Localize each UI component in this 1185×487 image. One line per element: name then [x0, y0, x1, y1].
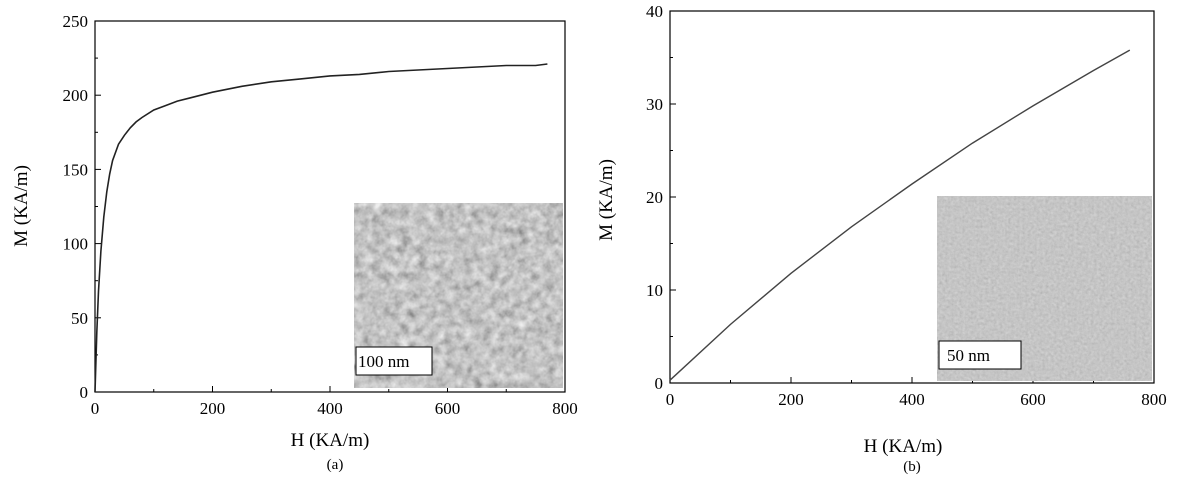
- x-tick-label: 0: [666, 390, 675, 409]
- magnetization-curve: [94, 63, 548, 393]
- y-tick-label: 0: [80, 383, 89, 402]
- x-tick-label: 400: [899, 390, 925, 409]
- panel-b: 0 10 20 30 40 0 200 400 600 800 50 nm M (KA/m) H…: [596, 2, 1167, 475]
- y-tick-label: 20: [646, 188, 663, 207]
- scale-bar-box: [938, 340, 1022, 370]
- x-tick-label: 600: [1020, 390, 1046, 409]
- y-axis-title: M (KA/m): [596, 159, 617, 241]
- scale-bar-label: 50 nm: [947, 346, 990, 365]
- y-tick-label: 40: [646, 2, 663, 21]
- x-axis-title: H (KA/m): [864, 436, 943, 457]
- x-tick-label: 400: [317, 399, 343, 418]
- scale-bar-box: [355, 346, 433, 376]
- inset-tem-image: 50 nm: [937, 196, 1152, 381]
- y-tick-label: 250: [63, 12, 89, 31]
- y-tick-label: 10: [646, 281, 663, 300]
- x-tick-label: 200: [778, 390, 804, 409]
- y-tick-label: 100: [63, 235, 89, 254]
- x-tick-label: 600: [435, 399, 461, 418]
- panel-a: 0 50 100 150 200 250 0 200 400 600 800 100 nm M (…: [11, 12, 578, 473]
- y-axis-title: M (KA/m): [11, 165, 32, 247]
- x-tick-label: 200: [200, 399, 226, 418]
- y-tick-label: 150: [63, 160, 89, 179]
- x-axis-title: H (KA/m): [291, 430, 370, 451]
- x-tick-label: 0: [91, 399, 100, 418]
- y-tick-label: 0: [655, 374, 664, 393]
- x-tick-label: 800: [552, 399, 578, 418]
- inset-tem-image: 100 nm: [354, 203, 563, 388]
- panel-label: (b): [903, 459, 921, 475]
- y-tick-label: 50: [71, 309, 88, 328]
- y-tick-label: 30: [646, 95, 663, 114]
- scale-bar-label: 100 nm: [358, 352, 409, 371]
- panel-label: (a): [327, 457, 344, 473]
- y-tick-label: 200: [63, 86, 89, 105]
- x-tick-label: 800: [1141, 390, 1167, 409]
- magnetization-curve: [669, 49, 1131, 381]
